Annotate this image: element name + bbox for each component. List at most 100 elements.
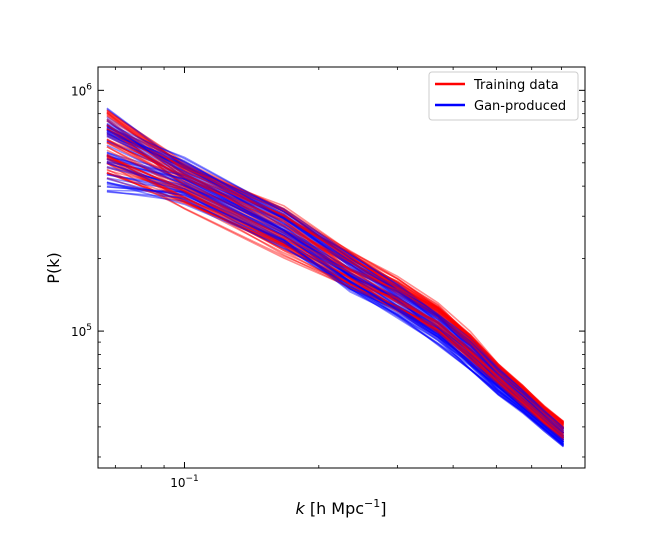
gan-curve-28 xyxy=(106,134,565,437)
training-curve-37 xyxy=(106,109,565,423)
gan-curve-24 xyxy=(106,177,565,444)
gan-curve-17 xyxy=(106,162,565,441)
training-curve-51 xyxy=(106,119,565,425)
gan-curve-55 xyxy=(106,151,565,441)
y-tick-label-1: 106 xyxy=(71,82,92,98)
training-curve-31 xyxy=(106,127,565,428)
training-curve-58 xyxy=(106,169,564,437)
legend-label-training: Training data xyxy=(473,78,559,93)
training-curve-48 xyxy=(106,153,564,438)
gan-curve-7 xyxy=(106,160,565,439)
training-curve-38 xyxy=(106,128,565,429)
gan-curve-53 xyxy=(106,119,565,435)
plot-frame xyxy=(97,66,586,469)
training-curve-8 xyxy=(106,154,565,437)
gan-curve-49 xyxy=(106,124,565,434)
gan-curve-4 xyxy=(106,129,565,433)
training-curve-24 xyxy=(106,132,564,429)
training-curve-20 xyxy=(106,112,565,425)
training-curve-54 xyxy=(106,155,564,436)
gan-curve-0 xyxy=(106,130,565,432)
gan-curve-40 xyxy=(106,126,565,430)
gan-curve-8 xyxy=(106,126,565,430)
gan-curve-29 xyxy=(106,183,565,446)
axis-ticks: 10−1 105 106 xyxy=(71,67,585,490)
gan-curve-52 xyxy=(106,129,565,431)
training-curve-29 xyxy=(106,114,564,424)
plot-area xyxy=(98,67,585,468)
gan-curve-46 xyxy=(106,166,565,443)
training-curve-40 xyxy=(106,111,565,423)
gan-curve-47 xyxy=(106,162,565,443)
training-curve-59 xyxy=(106,124,564,426)
training-curve-34 xyxy=(106,171,564,437)
gan-curve-27 xyxy=(106,131,565,436)
gan-curve-20 xyxy=(106,123,565,434)
y-tick-label-0: 105 xyxy=(71,323,92,339)
x-tick-label-0: 10−1 xyxy=(170,474,199,490)
training-curve-57 xyxy=(106,160,564,439)
gan-curve-56 xyxy=(106,122,565,429)
gan-curve-31 xyxy=(106,132,565,438)
training-curve-47 xyxy=(106,155,564,434)
training-curve-53 xyxy=(106,141,564,430)
gan-curve-39 xyxy=(106,155,565,438)
training-curve-23 xyxy=(106,127,565,428)
gan-curve-59 xyxy=(106,161,565,443)
training-curve-14 xyxy=(106,113,564,423)
training-curve-3 xyxy=(106,118,564,423)
training-curve-22 xyxy=(106,172,565,439)
training-curve-45 xyxy=(106,157,564,439)
gan-curve-42 xyxy=(106,191,565,448)
series-lines xyxy=(106,107,565,448)
gan-curve-6 xyxy=(106,116,565,430)
gan-curve-2 xyxy=(106,158,565,441)
legend: Training data Gan-produced xyxy=(428,71,579,121)
gan-curve-13 xyxy=(106,107,565,430)
gan-curve-32 xyxy=(106,185,565,445)
training-curve-21 xyxy=(106,146,565,431)
training-curve-0 xyxy=(106,162,565,441)
legend-box xyxy=(428,71,579,121)
gan-curve-9 xyxy=(106,157,565,440)
training-curve-13 xyxy=(106,128,564,425)
training-curve-2 xyxy=(106,128,564,424)
training-curve-10 xyxy=(106,172,564,438)
training-curve-55 xyxy=(106,168,565,441)
x-axis-label: k [h Mpc−1] xyxy=(295,497,386,518)
gan-curve-36 xyxy=(106,190,565,446)
training-curve-39 xyxy=(106,154,564,436)
training-curve-12 xyxy=(106,166,565,437)
gan-curve-22 xyxy=(106,130,565,436)
gan-curve-11 xyxy=(106,151,565,439)
gan-curve-10 xyxy=(106,165,565,440)
training-curve-44 xyxy=(106,145,564,434)
gan-curve-51 xyxy=(106,132,565,432)
training-curve-41 xyxy=(106,177,564,440)
training-curve-35 xyxy=(106,119,564,425)
gan-curve-23 xyxy=(106,128,565,434)
gan-curve-58 xyxy=(106,182,565,444)
training-curve-52 xyxy=(106,156,565,434)
training-curve-36 xyxy=(106,124,565,427)
gan-curve-44 xyxy=(106,154,565,441)
gan-curve-41 xyxy=(106,129,565,434)
training-curve-6 xyxy=(106,110,564,424)
gan-curve-50 xyxy=(106,118,565,434)
gan-curve-14 xyxy=(106,173,565,443)
gan-curve-1 xyxy=(106,158,565,440)
training-curve-32 xyxy=(106,154,564,434)
training-curve-56 xyxy=(106,149,564,432)
training-curve-30 xyxy=(106,141,564,430)
training-curve-33 xyxy=(106,135,564,427)
training-curve-7 xyxy=(106,125,565,429)
training-curve-9 xyxy=(106,125,565,429)
legend-label-gan: Gan-produced xyxy=(474,99,566,114)
training-curve-19 xyxy=(106,115,565,425)
training-curve-42 xyxy=(106,162,564,437)
gan-curve-30 xyxy=(106,152,565,443)
training-curve-27 xyxy=(106,162,565,439)
training-curve-43 xyxy=(106,138,565,429)
gan-curve-19 xyxy=(106,124,565,432)
gan-curve-37 xyxy=(106,134,565,434)
